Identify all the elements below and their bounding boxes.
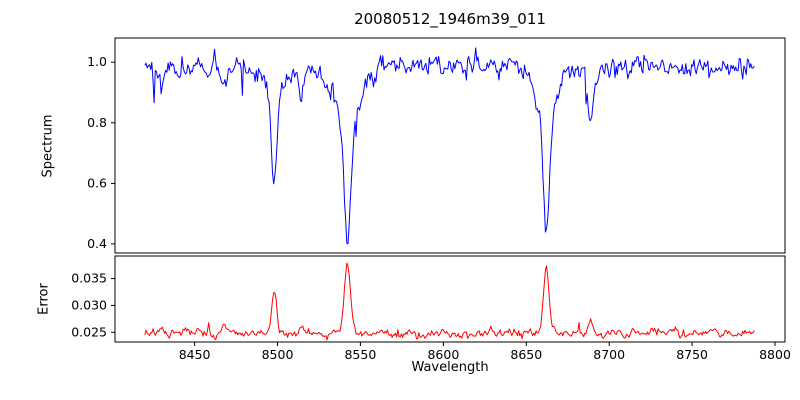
spectrum-y-tick-label: 0.4 <box>87 236 107 251</box>
x-tick-label: 8800 <box>759 347 791 362</box>
x-tick-label: 8500 <box>262 347 294 362</box>
x-tick-label: 8600 <box>427 347 459 362</box>
plot-title: 20080512_1946m39_011 <box>354 10 546 28</box>
spectrum-y-tick-label: 0.8 <box>87 115 107 130</box>
x-tick-label: 8550 <box>344 347 376 362</box>
error-y-tick-label: 0.035 <box>71 271 107 286</box>
spectrum-y-tick-label: 0.6 <box>87 175 107 190</box>
spectrum-y-tick-label: 1.0 <box>87 54 107 69</box>
x-tick-label: 8700 <box>593 347 625 362</box>
error-line <box>144 262 755 341</box>
error-axes-box <box>114 255 786 343</box>
x-tick-label: 8450 <box>179 347 211 362</box>
x-tick-label: 8650 <box>510 347 542 362</box>
x-axis-label: Wavelength <box>411 360 489 375</box>
error-y-tick-label: 0.025 <box>71 324 107 339</box>
x-tick-label: 8750 <box>676 347 708 362</box>
spectrum-axes-box <box>114 37 786 254</box>
spectrum-line <box>144 47 755 245</box>
error-y-tick-label: 0.030 <box>71 297 107 312</box>
